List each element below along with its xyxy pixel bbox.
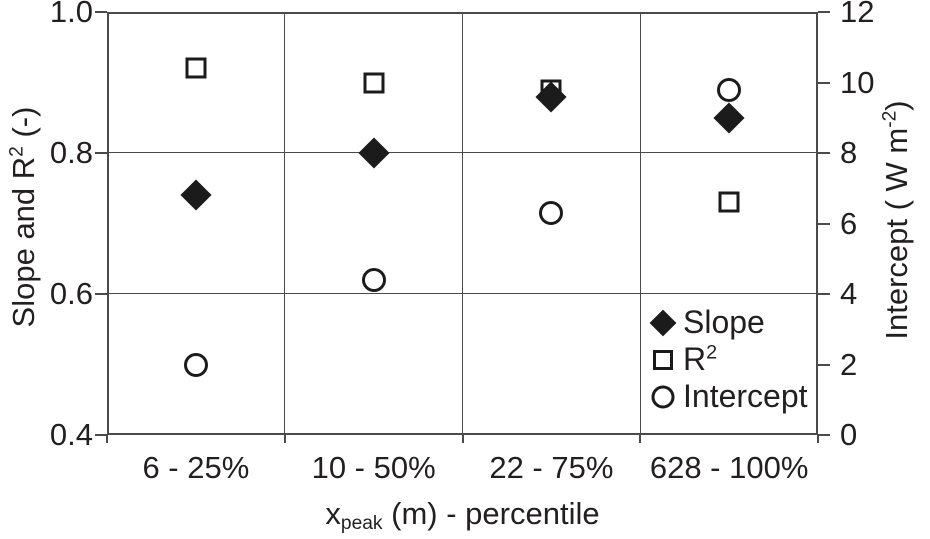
legend-item-intercept: Intercept — [645, 380, 808, 413]
r2-marker — [718, 191, 740, 213]
left-axis-title-superscript: 2 — [6, 146, 28, 157]
right-axis-tick — [818, 81, 830, 84]
left-axis-tick-label: 0.6 — [49, 276, 93, 311]
intercept-marker — [717, 77, 742, 102]
right-axis-tick — [818, 152, 830, 154]
right-axis-tick — [818, 363, 830, 366]
left-axis-tick-label: 1.0 — [49, 0, 93, 29]
gridline-vertical — [639, 12, 641, 435]
x-axis-title-subscript: peak — [340, 513, 383, 535]
gridline-vertical — [461, 12, 463, 435]
right-axis-tick-label: 2 — [840, 346, 858, 382]
r2-marker — [185, 57, 207, 79]
intercept-marker — [361, 267, 386, 292]
right-axis-tick-label: 4 — [840, 276, 858, 311]
x-category-label: 628 - 100% — [649, 450, 809, 485]
right-axis-tick — [818, 222, 830, 225]
legend-item-r2: R2 — [645, 341, 808, 377]
right-axis-tick — [818, 434, 830, 436]
x-category-label: 6 - 25% — [142, 450, 250, 485]
legend-label-slope: Slope — [683, 304, 765, 340]
x-axis-tick — [639, 435, 642, 443]
right-axis-title: Intercept ( W m-2) — [879, 100, 915, 339]
left-axis-tick — [95, 434, 107, 436]
x-axis-tick — [817, 435, 819, 443]
intercept-marker — [539, 200, 564, 225]
left-axis-tick-label: 0.4 — [49, 417, 93, 452]
left-axis-title-units: (-) — [6, 106, 41, 147]
intercept-circle-icon — [651, 385, 675, 409]
left-axis-tick-label: 0.8 — [49, 135, 93, 170]
right-axis-title-units: ) — [879, 100, 914, 111]
x-axis-title-symbol: x — [325, 496, 341, 531]
left-axis-title: Slope and R2 (-) — [6, 107, 42, 328]
right-axis-tick-label: 6 — [840, 205, 858, 241]
legend-label-r2: R2 — [683, 341, 718, 377]
left-axis-title-text: Slope and R — [6, 156, 41, 328]
x-axis-title-text: (m) - percentile — [382, 496, 600, 531]
left-axis-tick — [95, 152, 107, 154]
right-axis-title-text: Intercept ( W m — [879, 127, 914, 340]
gridline-vertical — [284, 12, 285, 435]
right-axis-tick — [818, 11, 830, 13]
legend: Slope R2 Intercept — [645, 306, 808, 413]
x-axis-tick — [461, 435, 464, 443]
right-axis-title-superscript: -2 — [879, 110, 901, 128]
x-axis-title: xpeak (m) - percentile — [107, 496, 818, 535]
slope-diamond-icon — [649, 309, 677, 337]
right-axis-tick-label: 0 — [840, 417, 858, 452]
legend-label-intercept: Intercept — [683, 378, 808, 414]
x-axis-tick — [283, 435, 286, 443]
right-axis-tick-label: 8 — [840, 135, 858, 170]
x-category-label: 10 - 50% — [311, 450, 436, 485]
r2-square-icon — [653, 350, 673, 370]
right-axis-tick — [818, 293, 830, 295]
legend-item-slope: Slope — [645, 306, 808, 339]
left-axis-tick — [95, 11, 107, 13]
right-axis-tick-label: 10 — [840, 64, 875, 100]
right-axis-tick-label: 12 — [840, 0, 875, 29]
r2-marker — [363, 72, 385, 93]
left-axis-tick — [95, 293, 107, 295]
x-category-label: 22 - 75% — [489, 450, 614, 485]
intercept-marker — [183, 352, 208, 377]
x-axis-tick — [106, 435, 108, 443]
